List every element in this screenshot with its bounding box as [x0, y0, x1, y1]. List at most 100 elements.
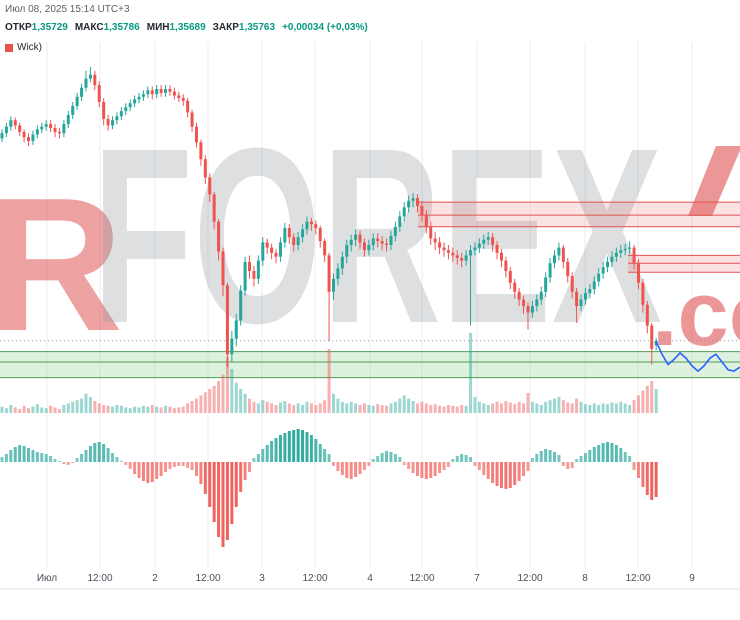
x-axis-label[interactable]: 4: [367, 573, 373, 584]
macd-bar: [194, 462, 198, 476]
volume-bar: [460, 405, 464, 413]
volume-bar: [177, 407, 181, 413]
candle-body: [535, 299, 539, 307]
volume-bar: [433, 404, 437, 413]
volume-bar: [340, 401, 344, 413]
volume-bar: [31, 406, 35, 413]
volume-bar: [415, 403, 419, 413]
volume-bar: [526, 393, 530, 413]
candle-body: [393, 226, 397, 236]
x-axis-label[interactable]: 12:00: [409, 573, 434, 584]
volume-bar: [557, 397, 561, 413]
macd-bar: [446, 462, 450, 467]
macd-bar: [155, 462, 159, 479]
macd-bar: [495, 462, 499, 486]
macd-bar: [217, 462, 221, 537]
candle-body: [601, 267, 605, 274]
macd-bar: [614, 445, 618, 462]
macd-bar: [323, 449, 327, 462]
macd-bar: [561, 462, 565, 466]
volume-bar: [57, 409, 61, 413]
candle-body: [146, 90, 150, 95]
candle-body: [588, 289, 592, 294]
candle-body: [623, 248, 627, 251]
volume-bar: [133, 406, 137, 413]
macd-bar: [261, 449, 265, 462]
volume-bar: [128, 408, 132, 413]
candle-body: [508, 271, 512, 283]
x-axis-label[interactable]: 9: [689, 573, 695, 584]
macd-bar: [544, 449, 548, 462]
candle-body: [362, 242, 366, 251]
candle-body: [583, 293, 587, 300]
high-label: МАКС: [74, 22, 104, 33]
x-axis-label[interactable]: 12:00: [302, 573, 327, 584]
candle-body: [278, 242, 282, 257]
macd-bar: [575, 459, 579, 462]
macd-bar: [588, 450, 592, 462]
candle-body: [336, 268, 340, 279]
volume-bar: [256, 403, 260, 413]
volume-bar: [420, 401, 424, 413]
macd-bar: [278, 435, 282, 462]
candle-body: [561, 247, 565, 262]
macd-bar: [106, 448, 110, 462]
x-axis-label[interactable]: 12:00: [625, 573, 650, 584]
macd-bar: [362, 462, 366, 470]
macd-bar: [4, 454, 8, 462]
x-axis-label[interactable]: 12:00: [517, 573, 542, 584]
macd-bar: [31, 450, 35, 462]
macd-bar: [177, 462, 181, 466]
candle-body: [575, 291, 579, 307]
macd-bar: [539, 451, 543, 462]
candle-body: [614, 252, 618, 257]
volume-bar: [579, 401, 583, 413]
macd-bar: [393, 454, 397, 462]
macd-bar: [287, 431, 291, 462]
candle-body: [398, 216, 402, 227]
x-axis-label[interactable]: 3: [259, 573, 265, 584]
candle-body: [473, 247, 477, 251]
candle-body: [186, 100, 190, 113]
candle-body: [292, 237, 296, 245]
volume-bar: [0, 406, 4, 413]
volume-bar: [318, 403, 322, 413]
candle-body: [102, 102, 106, 119]
candle-body: [451, 252, 455, 256]
candle-body: [217, 221, 221, 252]
candle-body: [358, 234, 362, 243]
volume-bar: [628, 405, 632, 413]
candle-body: [80, 87, 84, 97]
candle-body: [318, 228, 322, 242]
candle-body: [385, 243, 389, 245]
candle-body: [597, 273, 601, 282]
volume-bar: [22, 405, 26, 413]
x-axis-label[interactable]: 8: [582, 573, 588, 584]
volume-bar: [402, 395, 406, 413]
volume-bar: [354, 403, 358, 413]
candle-body: [579, 299, 583, 307]
candle-body: [124, 107, 128, 112]
macd-bar: [340, 462, 344, 475]
macd-bar: [97, 442, 101, 462]
volume-bar: [513, 404, 517, 413]
volume-bar: [221, 374, 225, 413]
candle-body: [84, 78, 88, 88]
x-axis-label[interactable]: 12:00: [87, 573, 112, 584]
x-axis-label[interactable]: 2: [152, 573, 158, 584]
volume-bar: [265, 401, 269, 413]
macd-bar: [601, 443, 605, 462]
x-axis-label[interactable]: 12:00: [195, 573, 220, 584]
macd-bar: [88, 446, 92, 462]
macd-bar: [301, 430, 305, 462]
macd-bar: [504, 462, 508, 489]
macd-bar: [442, 462, 446, 470]
x-axis-label[interactable]: 7: [474, 573, 480, 584]
macd-bar: [455, 456, 459, 462]
x-axis-label[interactable]: Июл: [37, 573, 57, 584]
change-value: +0,00034 (+0,03%): [282, 22, 368, 33]
macd-bar: [438, 462, 442, 473]
volume-bar: [261, 400, 265, 413]
macd-bar: [530, 458, 534, 462]
